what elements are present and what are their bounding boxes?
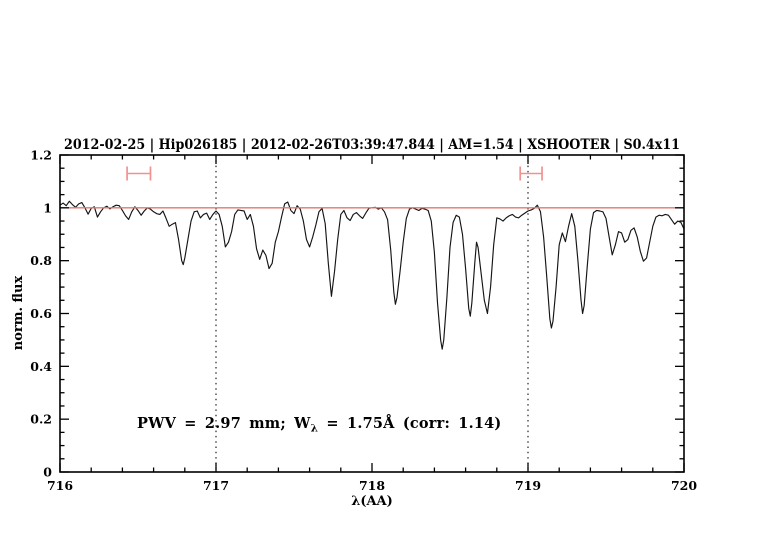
x-tick-label: 718 (359, 478, 385, 493)
y-tick-label: 0.4 (30, 359, 52, 374)
plot-title: 2012-02-25 | Hip026185 | 2012-02-26T03:3… (64, 137, 680, 153)
pwv-annotation-part1: PWV = 2.97 mm; W (137, 415, 311, 432)
y-axis-label: norm. flux (11, 276, 26, 351)
x-tick-label: 717 (203, 478, 229, 493)
pwv-annotation: PWV = 2.97 mm; Wλ = 1.75Å (corr: 1.14) (137, 414, 501, 435)
pwv-annotation-lambda-subscript: λ (311, 423, 319, 435)
axis-ticks (59, 154, 685, 473)
x-axis-label: λ(AA) (351, 494, 393, 509)
range-marker-left (126, 166, 152, 181)
y-tick-label: 0.8 (30, 253, 52, 268)
y-tick-label: 0.2 (30, 412, 52, 427)
y-tick-label: 1.2 (30, 148, 52, 163)
y-tick-label: 1 (43, 200, 52, 215)
range-marker-right (519, 166, 543, 181)
x-tick-label: 720 (671, 478, 697, 493)
normalized-spectrum (59, 200, 685, 350)
pwv-annotation-part2: = 1.75Å (corr: 1.14) (318, 414, 501, 432)
y-tick-label: 0 (43, 465, 52, 480)
x-tick-label: 716 (47, 478, 73, 493)
chart-layer: 716 717 718 719 720 0 0.2 0.4 0.6 0.8 1 1.2 (30, 148, 697, 494)
x-tick-label: 719 (515, 478, 541, 493)
y-tick-label: 0.6 (30, 306, 52, 321)
